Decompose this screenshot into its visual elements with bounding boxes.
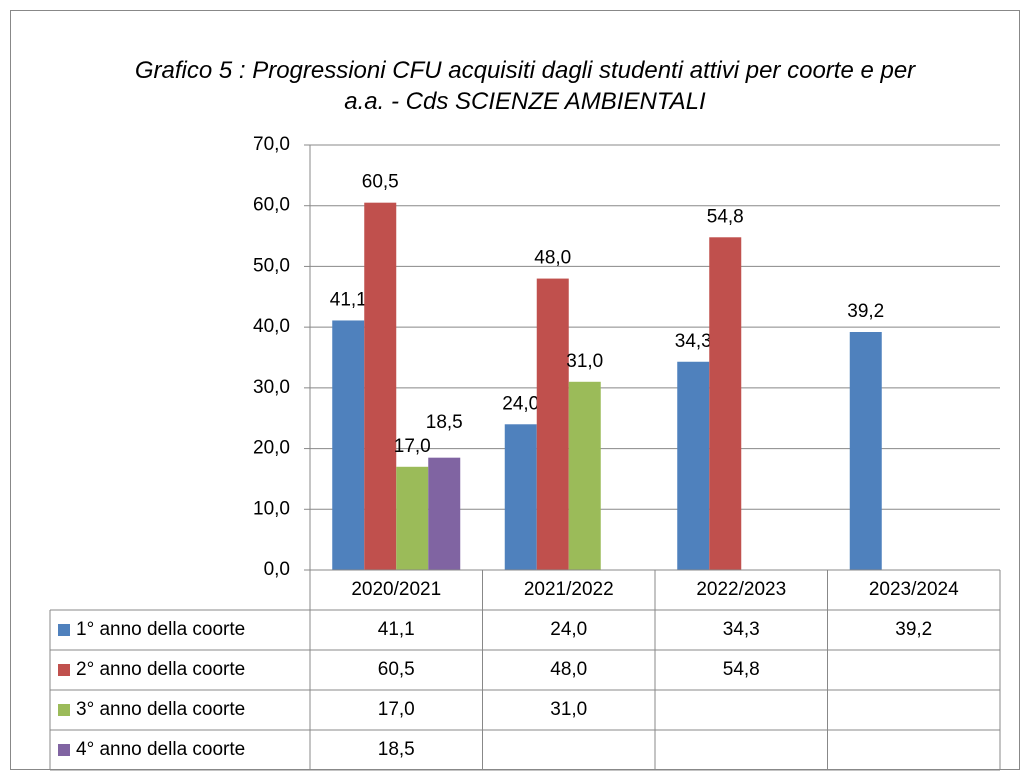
- bar: [428, 457, 461, 570]
- table-cell: 54,8: [723, 659, 760, 680]
- bar: [536, 278, 569, 570]
- bar: [332, 320, 365, 570]
- y-tick-label: 30,0: [253, 377, 290, 398]
- bar: [364, 202, 397, 570]
- data-label: 39,2: [847, 301, 884, 322]
- y-tick-label: 10,0: [253, 498, 290, 519]
- legend-label: 2° anno della coorte: [76, 659, 245, 680]
- bar: [677, 361, 710, 570]
- table-cell: 60,5: [378, 659, 415, 680]
- data-label: 48,0: [534, 248, 571, 269]
- x-tick-label: 2021/2022: [524, 579, 614, 600]
- legend-swatch: [58, 744, 70, 756]
- x-tick-label: 2022/2023: [696, 579, 786, 600]
- table-cell: 31,0: [550, 699, 587, 720]
- data-label: 17,0: [394, 436, 431, 457]
- legend-swatch: [58, 664, 70, 676]
- y-tick-label: 0,0: [264, 559, 290, 580]
- y-tick-label: 20,0: [253, 438, 290, 459]
- data-label: 60,5: [362, 172, 399, 193]
- legend-label: 4° anno della coorte: [76, 739, 245, 760]
- table-cell: 17,0: [378, 699, 415, 720]
- table-cell: 48,0: [550, 659, 587, 680]
- y-tick-label: 70,0: [253, 134, 290, 155]
- data-label: 31,0: [566, 351, 603, 372]
- y-tick-label: 40,0: [253, 316, 290, 337]
- bar: [568, 381, 601, 570]
- legend-swatch: [58, 624, 70, 636]
- data-label: 18,5: [426, 412, 463, 433]
- table-cell: 24,0: [550, 619, 587, 640]
- x-tick-label: 2020/2021: [351, 579, 441, 600]
- chart-title: Grafico 5 : Progressioni CFU acquisiti d…: [134, 57, 916, 115]
- x-tick-label: 2023/2024: [869, 579, 959, 600]
- bar: [396, 466, 429, 570]
- table-cell: 41,1: [378, 619, 415, 640]
- table-cell: 18,5: [378, 739, 415, 760]
- y-tick-label: 60,0: [253, 195, 290, 216]
- data-label: 34,3: [675, 331, 712, 352]
- bar: [709, 237, 742, 571]
- table-cell: 39,2: [895, 619, 932, 640]
- legend-label: 1° anno della coorte: [76, 619, 245, 640]
- legend-swatch: [58, 704, 70, 716]
- legend-label: 3° anno della coorte: [76, 699, 245, 720]
- table-cell: 34,3: [723, 619, 760, 640]
- bar: [504, 424, 537, 570]
- y-tick-label: 50,0: [253, 255, 290, 276]
- data-label: 54,8: [707, 206, 744, 227]
- data-label: 41,1: [330, 289, 367, 310]
- data-label: 24,0: [502, 393, 539, 414]
- bar: [849, 332, 882, 570]
